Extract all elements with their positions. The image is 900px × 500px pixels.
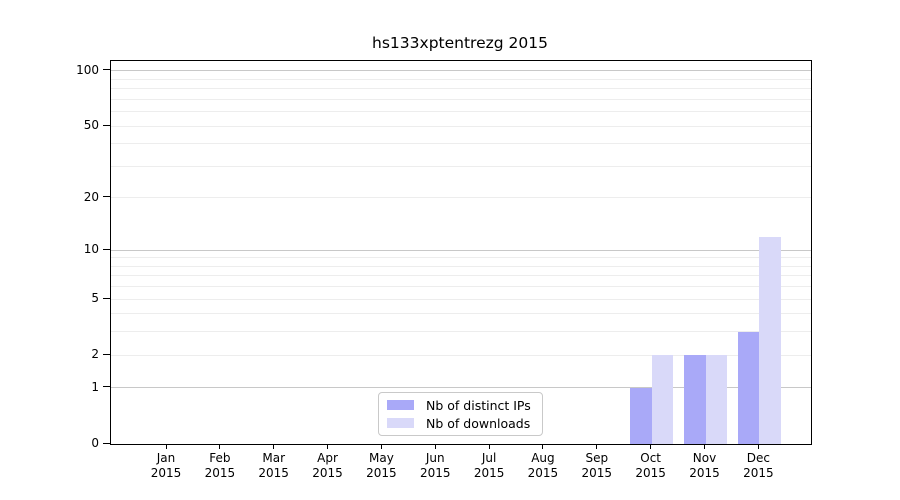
x-tick-label: Aug 2015 <box>513 451 573 481</box>
x-tick-mark <box>273 444 275 449</box>
x-tick-year: 2015 <box>689 466 720 480</box>
y-tick-mark <box>103 69 110 71</box>
bar-downloads <box>651 355 674 444</box>
bar-downloads <box>705 355 727 444</box>
x-tick-label: Apr 2015 <box>298 451 358 481</box>
minor-gridline <box>111 257 811 259</box>
legend-swatch-distinct-ips-icon <box>387 400 414 410</box>
x-tick-year: 2015 <box>527 466 559 480</box>
bar-distinct-ips <box>684 355 706 444</box>
x-tick-year: 2015 <box>312 466 343 480</box>
major-gridline <box>111 249 811 251</box>
y-tick-mark <box>103 248 110 250</box>
minor-gridline <box>111 111 811 113</box>
y-tick-label: 100 <box>76 62 99 77</box>
legend-label-distinct-ips: Nb of distinct IPs <box>426 397 531 413</box>
x-tick-month: Jun <box>425 451 445 465</box>
plot-area <box>110 60 812 445</box>
x-tick-month: May <box>368 451 394 465</box>
y-tick-label: 10 <box>83 242 99 257</box>
bar-downloads <box>759 236 781 444</box>
x-tick-month: Apr <box>317 451 338 465</box>
x-tick-year: 2015 <box>635 466 666 480</box>
x-tick-label: May 2015 <box>351 451 411 481</box>
x-tick-mark <box>757 444 759 449</box>
x-tick-year: 2015 <box>473 466 505 480</box>
y-tick-label: 2 <box>91 347 99 362</box>
x-tick-mark <box>704 444 705 449</box>
minor-gridline <box>111 298 811 300</box>
major-gridline <box>111 387 811 389</box>
x-tick-mark <box>434 444 436 449</box>
x-tick-year: 2015 <box>258 466 289 480</box>
x-tick-label: Jul 2015 <box>459 451 519 481</box>
x-tick-month: Dec <box>746 451 770 465</box>
major-gridline <box>111 70 811 72</box>
y-tick-mark <box>103 124 110 126</box>
x-tick-month: Feb <box>209 451 231 465</box>
minor-gridline <box>111 143 811 145</box>
x-tick-year: 2015 <box>581 466 613 480</box>
minor-gridline <box>111 98 811 100</box>
x-tick-year: 2015 <box>419 466 451 480</box>
minor-gridline <box>111 197 811 199</box>
x-tick-label: Mar 2015 <box>244 451 304 481</box>
x-tick-label: Sep 2015 <box>567 451 627 481</box>
x-tick-month: Aug <box>531 451 555 465</box>
x-tick-year: 2015 <box>743 466 774 480</box>
legend: Nb of distinct IPs Nb of downloads <box>378 392 543 436</box>
x-tick-label: Dec 2015 <box>728 451 788 481</box>
minor-gridline <box>111 286 811 288</box>
x-tick-mark <box>596 444 598 449</box>
bar-distinct-ips <box>630 387 652 444</box>
x-tick-label: Jan 2015 <box>136 451 196 481</box>
x-tick-mark <box>650 444 652 449</box>
x-tick-label: Feb 2015 <box>190 451 250 481</box>
x-tick-year: 2015 <box>204 466 236 480</box>
bar-distinct-ips <box>737 331 760 444</box>
x-tick-mark <box>488 444 490 449</box>
y-tick-label: 1 <box>91 379 99 394</box>
x-tick-year: 2015 <box>366 466 397 480</box>
minor-gridline <box>111 78 811 80</box>
y-tick-label: 50 <box>83 118 99 133</box>
legend-item-downloads: Nb of downloads <box>387 415 531 431</box>
x-tick-month: Sep <box>585 451 609 465</box>
x-tick-month: Nov <box>692 451 717 465</box>
legend-label-downloads: Nb of downloads <box>426 415 531 431</box>
x-tick-mark <box>542 444 544 449</box>
x-tick-month: Oct <box>640 451 662 465</box>
legend-item-distinct-ips: Nb of distinct IPs <box>387 397 531 413</box>
minor-gridline <box>111 313 811 315</box>
x-tick-mark <box>327 444 329 449</box>
y-tick-label: 0 <box>91 436 99 450</box>
minor-gridline <box>111 165 811 167</box>
y-tick-mark <box>103 196 110 198</box>
y-tick-mark <box>103 297 110 299</box>
minor-gridline <box>111 275 811 277</box>
chart-title: hs133xptentrezg 2015 <box>372 34 548 52</box>
x-tick-label: Nov 2015 <box>675 451 735 481</box>
minor-gridline <box>111 354 811 356</box>
x-tick-mark <box>380 444 382 449</box>
y-tick-mark <box>103 353 110 355</box>
minor-gridline <box>111 331 811 333</box>
y-tick-label: 5 <box>91 291 99 306</box>
x-tick-month: Mar <box>262 451 285 465</box>
minor-gridline <box>111 125 811 127</box>
x-tick-mark <box>219 444 221 449</box>
x-tick-month: Jul <box>481 451 497 465</box>
y-tick-label: 20 <box>83 189 99 204</box>
legend-swatch-downloads-icon <box>387 418 414 428</box>
x-tick-label: Jun 2015 <box>405 451 465 481</box>
y-tick-mark <box>103 442 110 444</box>
minor-gridline <box>111 88 811 90</box>
x-tick-year: 2015 <box>150 466 182 480</box>
x-tick-mark <box>165 444 167 449</box>
x-tick-label: Oct 2015 <box>621 451 681 481</box>
x-tick-month: Jan <box>156 451 176 465</box>
y-tick-mark <box>103 386 110 388</box>
minor-gridline <box>111 265 811 267</box>
